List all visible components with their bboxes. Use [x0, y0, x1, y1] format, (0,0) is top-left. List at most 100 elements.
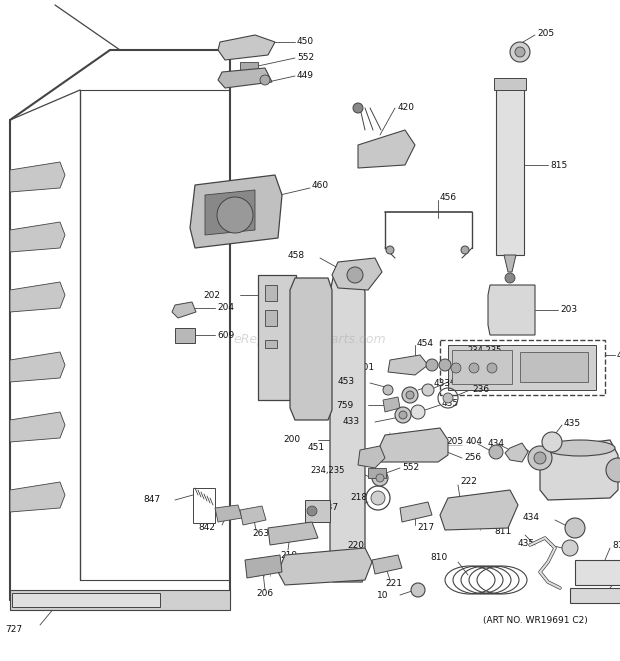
Text: 420: 420 — [398, 104, 415, 112]
Circle shape — [565, 518, 585, 538]
Text: 256: 256 — [464, 453, 481, 463]
Text: 435: 435 — [564, 418, 581, 428]
Polygon shape — [172, 302, 196, 318]
Polygon shape — [440, 490, 518, 530]
Bar — [570, 588, 620, 603]
Polygon shape — [400, 502, 432, 522]
Circle shape — [386, 246, 394, 254]
Polygon shape — [378, 428, 448, 462]
Bar — [452, 350, 512, 384]
Text: 609: 609 — [217, 330, 234, 340]
Text: 435: 435 — [518, 539, 535, 547]
Text: 433: 433 — [434, 379, 451, 389]
Polygon shape — [10, 412, 65, 442]
Text: 454: 454 — [417, 338, 434, 348]
Text: 219: 219 — [280, 551, 297, 559]
Circle shape — [422, 384, 434, 396]
Text: 811: 811 — [495, 527, 512, 537]
Circle shape — [395, 407, 411, 423]
Text: 842: 842 — [198, 524, 215, 533]
Polygon shape — [540, 440, 618, 500]
Polygon shape — [10, 352, 65, 382]
Polygon shape — [10, 222, 65, 252]
Bar — [258, 275, 296, 400]
Circle shape — [439, 359, 451, 371]
Text: 434: 434 — [523, 514, 540, 522]
Polygon shape — [215, 505, 242, 522]
Circle shape — [426, 359, 438, 371]
Text: 202: 202 — [203, 290, 220, 299]
Polygon shape — [358, 446, 385, 468]
Circle shape — [411, 583, 425, 597]
Polygon shape — [358, 130, 415, 168]
Bar — [193, 488, 215, 523]
Text: 10: 10 — [376, 592, 388, 600]
Bar — [494, 78, 526, 90]
Text: 458: 458 — [288, 251, 305, 260]
Text: 201: 201 — [357, 364, 374, 373]
Circle shape — [260, 75, 270, 85]
Polygon shape — [505, 443, 528, 462]
Polygon shape — [332, 258, 382, 290]
Text: 435: 435 — [450, 377, 467, 385]
Circle shape — [534, 452, 546, 464]
Text: 204: 204 — [217, 303, 234, 313]
Polygon shape — [383, 397, 400, 412]
Bar — [575, 560, 620, 585]
Bar — [496, 80, 524, 255]
Bar — [368, 468, 386, 478]
Circle shape — [347, 267, 363, 283]
Circle shape — [443, 393, 453, 403]
Text: 434: 434 — [488, 438, 505, 447]
Text: 234,235: 234,235 — [467, 346, 502, 354]
Circle shape — [307, 506, 317, 516]
Text: 221: 221 — [385, 578, 402, 588]
Polygon shape — [10, 282, 65, 312]
Text: 203: 203 — [560, 305, 577, 315]
Text: 205: 205 — [446, 438, 463, 446]
Text: 810: 810 — [431, 553, 448, 563]
Bar — [520, 352, 588, 382]
Bar — [265, 340, 277, 348]
Circle shape — [461, 246, 469, 254]
Text: 759: 759 — [336, 401, 353, 410]
Bar — [240, 62, 258, 70]
Bar — [175, 328, 195, 343]
Polygon shape — [218, 68, 272, 88]
Text: 727: 727 — [5, 625, 22, 635]
Text: 217: 217 — [417, 522, 434, 531]
Circle shape — [353, 103, 363, 113]
Polygon shape — [10, 482, 65, 512]
Circle shape — [487, 363, 497, 373]
Text: 450: 450 — [297, 38, 314, 46]
Text: 421: 421 — [617, 350, 620, 360]
Circle shape — [562, 540, 578, 556]
Circle shape — [528, 446, 552, 470]
Polygon shape — [504, 255, 516, 272]
Text: eReplacementParts.com: eReplacementParts.com — [234, 334, 386, 346]
Text: 237: 237 — [321, 504, 338, 512]
Polygon shape — [330, 278, 365, 582]
Polygon shape — [245, 555, 282, 578]
Bar — [305, 500, 330, 522]
Text: 815: 815 — [550, 161, 567, 169]
Text: 218: 218 — [350, 492, 367, 502]
Polygon shape — [12, 593, 160, 607]
Text: 453: 453 — [338, 377, 355, 387]
Text: 449: 449 — [297, 71, 314, 81]
Bar — [440, 340, 605, 395]
Bar — [265, 310, 277, 326]
Circle shape — [510, 42, 530, 62]
Polygon shape — [290, 278, 332, 420]
Text: 222: 222 — [460, 477, 477, 486]
Circle shape — [469, 363, 479, 373]
Polygon shape — [388, 355, 428, 375]
Text: 234,235: 234,235 — [311, 467, 345, 475]
Circle shape — [399, 411, 407, 419]
Text: 206: 206 — [256, 590, 273, 598]
Text: 200: 200 — [283, 436, 300, 444]
Circle shape — [371, 491, 385, 505]
Polygon shape — [268, 522, 318, 545]
Text: 220: 220 — [347, 541, 364, 551]
Text: 433: 433 — [343, 418, 360, 426]
